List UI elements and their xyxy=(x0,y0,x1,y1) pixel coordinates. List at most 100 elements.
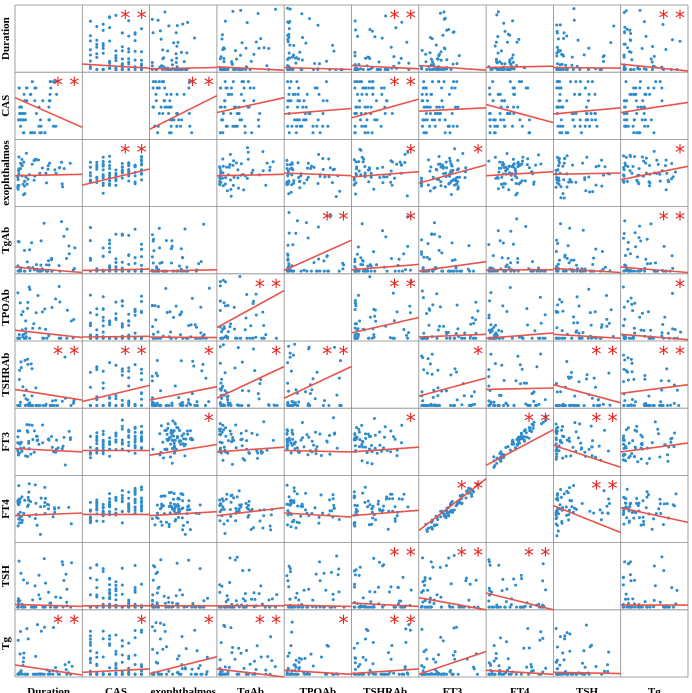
scatter-point xyxy=(626,597,630,601)
scatter-point xyxy=(187,401,191,405)
scatter-point xyxy=(648,92,652,96)
scatter-point xyxy=(409,268,412,272)
scatter-point xyxy=(487,605,491,609)
scatter-point xyxy=(219,381,223,385)
scatter-point xyxy=(60,560,64,564)
fit-line xyxy=(351,263,419,271)
scatter-point xyxy=(133,331,137,335)
scatter-point xyxy=(247,499,251,503)
scatter-point xyxy=(195,325,198,329)
scatter-point xyxy=(39,496,43,500)
scatter-point xyxy=(632,118,636,122)
scatter-point xyxy=(451,62,455,66)
scatter-point xyxy=(291,243,295,247)
scatter-point xyxy=(18,500,22,504)
scatter-point xyxy=(88,239,92,243)
scatter-point xyxy=(304,508,307,512)
scatter-point xyxy=(193,404,197,407)
scatter-point xyxy=(372,333,376,337)
scatter-point xyxy=(88,174,92,178)
scatter-point xyxy=(564,63,568,67)
scatter-point xyxy=(556,62,559,66)
scatter-point xyxy=(370,522,374,526)
scatter-point xyxy=(67,244,71,248)
scatter-point xyxy=(48,161,52,165)
scatter-point xyxy=(301,36,304,39)
scatter-point xyxy=(560,105,564,109)
scatter-point xyxy=(501,161,504,164)
scatter-point xyxy=(640,155,644,159)
scatter-point xyxy=(425,312,429,315)
scatter-point xyxy=(658,80,662,84)
scatter-point xyxy=(386,527,390,531)
scatter-point xyxy=(54,297,58,301)
scatter-point xyxy=(390,257,393,260)
scatter-point xyxy=(438,11,442,15)
scatter-point xyxy=(73,246,77,250)
scatter-point xyxy=(202,222,206,226)
scatter-point xyxy=(33,157,37,161)
scatter-point xyxy=(494,176,498,180)
scatter-point xyxy=(220,584,224,588)
scatter-point xyxy=(267,403,271,407)
scatter-point xyxy=(24,331,28,335)
scatter-point xyxy=(45,181,48,185)
scatter-point xyxy=(39,124,43,128)
scatter-point xyxy=(360,443,364,446)
scatter-point xyxy=(406,150,410,154)
scatter-point xyxy=(224,280,227,284)
scatter-point xyxy=(133,336,137,340)
scatter-point xyxy=(164,239,168,243)
fit-line xyxy=(485,592,554,611)
scatter-point xyxy=(316,23,320,27)
scatter-point xyxy=(114,404,118,407)
scatter-point xyxy=(219,404,223,407)
scatter-point xyxy=(317,257,321,261)
scatter-point xyxy=(224,426,227,430)
scatter-point xyxy=(27,423,31,427)
scatter-point xyxy=(384,235,388,239)
scatter-point xyxy=(236,176,240,180)
scatter-point xyxy=(133,430,137,434)
scatter-point xyxy=(239,162,243,166)
scatter-point xyxy=(151,80,155,84)
scatter-point xyxy=(451,178,455,182)
scatter-point xyxy=(665,171,669,175)
scatter-point xyxy=(633,428,637,432)
scatter-point xyxy=(243,458,247,462)
fit-line xyxy=(14,96,83,129)
scatter-point xyxy=(367,523,371,527)
scatter-point xyxy=(568,440,572,443)
scatter-point xyxy=(88,321,92,325)
scatter-point xyxy=(221,499,225,503)
scatter-point xyxy=(442,10,446,14)
scatter-point xyxy=(544,414,548,418)
scatter-point xyxy=(30,394,34,398)
scatter-point xyxy=(18,368,22,372)
scatter-point xyxy=(17,521,21,525)
scatter-point xyxy=(393,517,397,521)
scatter-point xyxy=(120,369,124,373)
scatter-point xyxy=(304,491,308,495)
significance-stars: * * xyxy=(188,73,214,97)
scatter-point xyxy=(120,336,124,340)
scatter-point xyxy=(445,332,449,336)
scatter-point xyxy=(558,86,562,90)
scatter-point xyxy=(34,112,38,115)
scatter-point xyxy=(95,498,99,502)
scatter-point xyxy=(441,163,445,167)
scatter-point xyxy=(287,389,290,393)
significance-stars: * xyxy=(406,409,416,433)
scatter-point xyxy=(35,434,38,438)
significance-stars: * * xyxy=(255,275,281,299)
scatter-point xyxy=(63,463,67,467)
scatter-point xyxy=(606,449,610,453)
scatter-point xyxy=(318,62,321,66)
scatter-point xyxy=(555,86,559,90)
scatter-point xyxy=(472,490,476,494)
scatter-point xyxy=(287,585,291,589)
scatter-point xyxy=(555,432,559,436)
scatter-point xyxy=(170,401,174,405)
significance-stars: * xyxy=(406,208,416,232)
scatter-point xyxy=(589,112,593,115)
